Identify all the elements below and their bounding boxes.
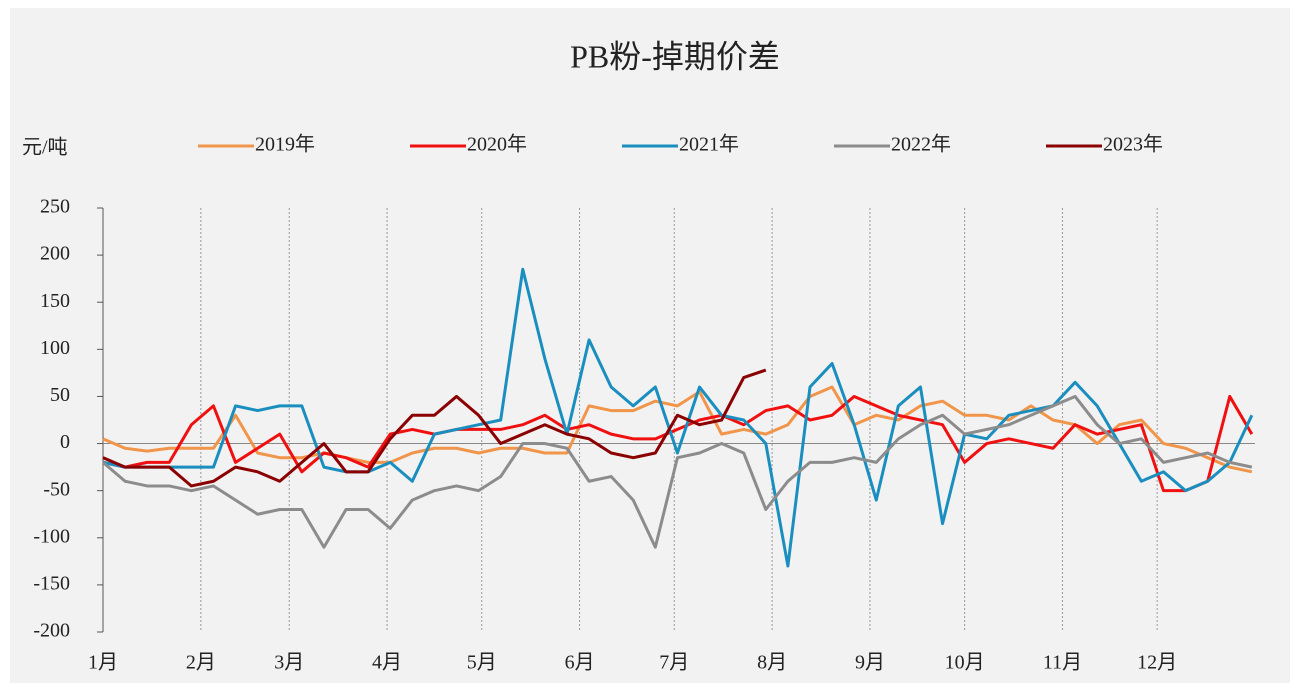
y-tick-label: 50 [50, 384, 70, 406]
y-tick-label: -150 [33, 572, 70, 594]
y-tick-label: 0 [60, 431, 70, 453]
legend-label: 2019年 [255, 133, 315, 156]
x-tick-label: 4月 [372, 652, 402, 674]
legend-label: 2022年 [891, 133, 951, 156]
legend-label: 2021年 [679, 133, 739, 156]
chart-background [10, 8, 1290, 683]
series-line [102, 394, 1254, 493]
x-tick-label: 7月 [659, 652, 689, 674]
series-line [102, 267, 1254, 568]
series-line [102, 368, 767, 488]
y-tick-label: -50 [43, 478, 70, 500]
y-axis-label: 元/吨 [22, 136, 68, 159]
x-tick-label: 12月 [1137, 652, 1177, 674]
x-tick-label: 6月 [565, 652, 595, 674]
x-tick-label: 1月 [88, 652, 118, 674]
y-tick-label: 200 [40, 243, 70, 265]
x-tick-label: 9月 [855, 652, 885, 674]
series-line [102, 394, 1253, 549]
y-tick-label: 250 [40, 196, 70, 218]
y-tick-label: -200 [33, 620, 70, 642]
y-tick-label: 150 [40, 290, 70, 312]
x-tick-label: 10月 [945, 652, 985, 674]
y-tick-label: 100 [40, 337, 70, 359]
x-tick-label: 5月 [467, 652, 497, 674]
legend-label: 2023年 [1103, 133, 1163, 156]
legend-label: 2020年 [467, 133, 527, 156]
x-tick-label: 11月 [1043, 652, 1082, 674]
chart-title: PB粉-掉期价差 [570, 38, 780, 74]
x-tick-label: 8月 [757, 652, 787, 674]
x-tick-label: 3月 [274, 652, 304, 674]
y-tick-label: -100 [33, 525, 70, 547]
x-tick-label: 2月 [186, 652, 216, 674]
